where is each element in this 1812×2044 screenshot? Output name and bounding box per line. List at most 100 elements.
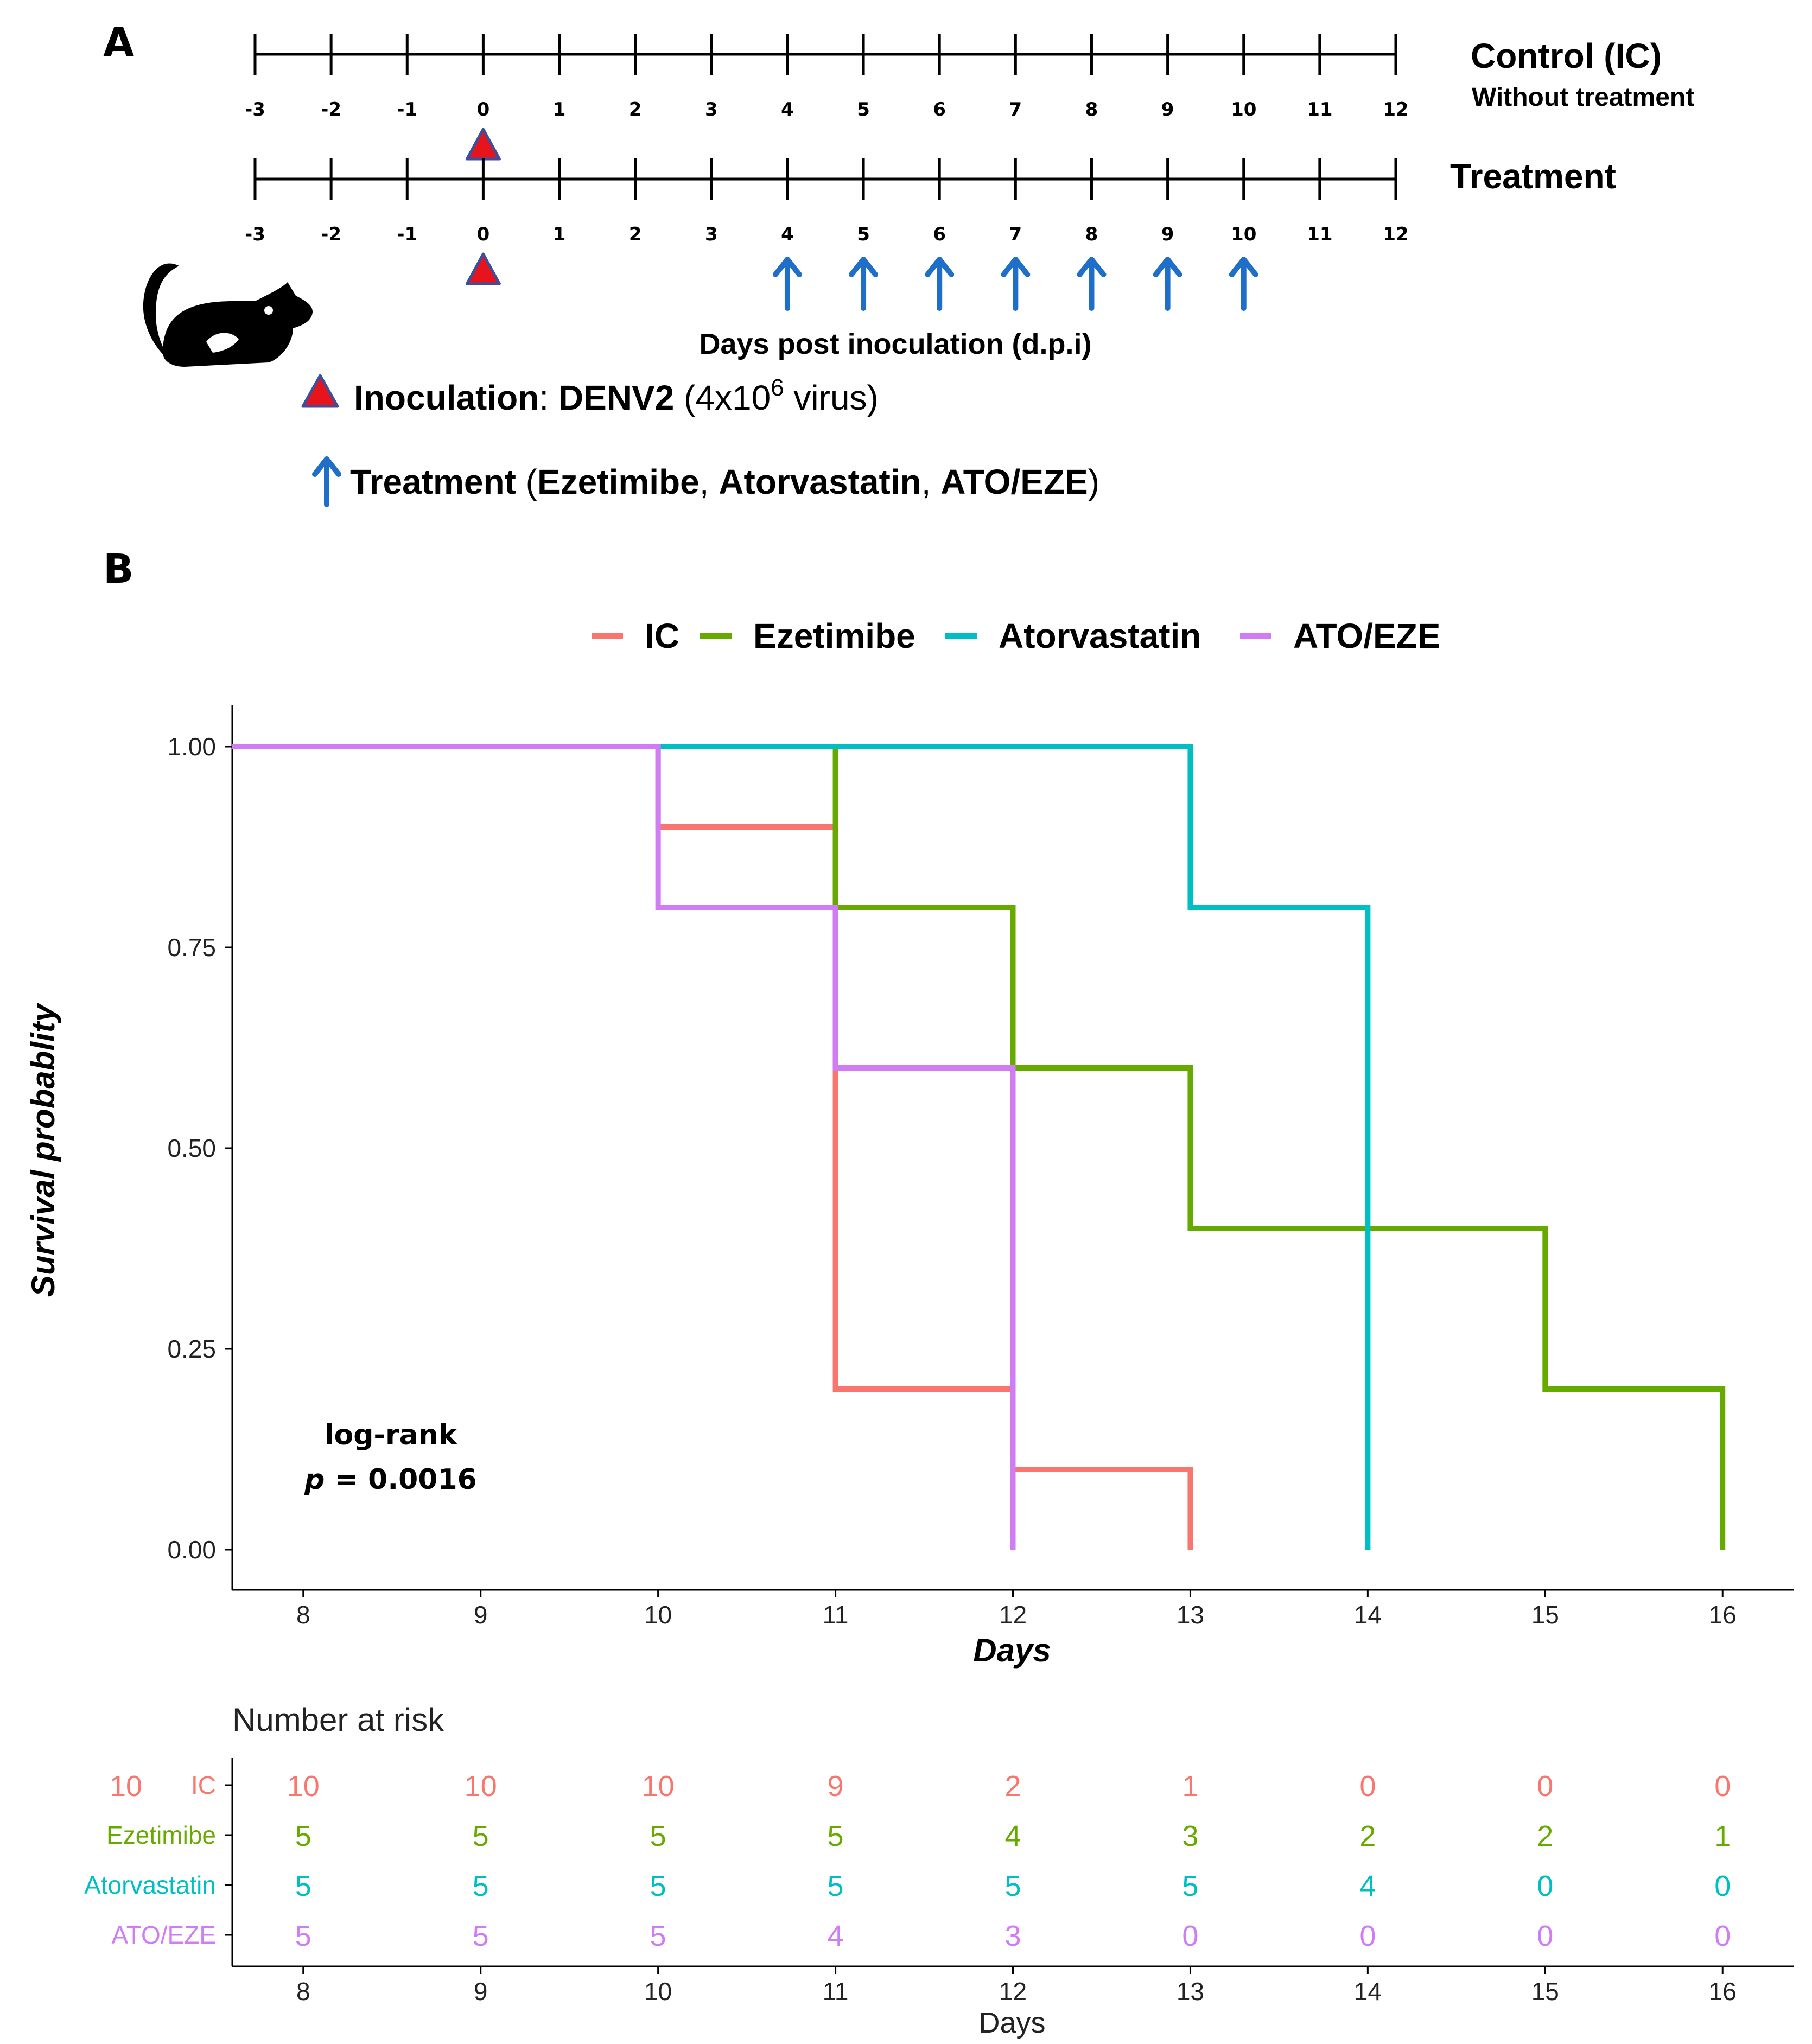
risk-value: 5: [473, 1820, 489, 1852]
timeline-tick-label: 4: [781, 224, 794, 245]
risk-value: 0: [1537, 1770, 1553, 1803]
treatment-drug-atorvastatin: Atorvastatin: [719, 462, 921, 501]
treatment-arrow: [1153, 257, 1182, 311]
treatment-arrow: [849, 257, 879, 311]
timeline-tick-label: 6: [933, 99, 946, 120]
timelines: -3 -2 -1 0 1 2 3 4 5 6 7 8 9 10 11 12-3 -2 -1 0 1 2 3 4 5 6 7 8 9 10…: [245, 34, 1409, 311]
timeline-tick-label: 9: [1161, 99, 1174, 120]
treatment-legend: Treatment (Ezetimibe, Atorvastatin, ATO/…: [350, 462, 1099, 501]
risk-value: 5: [828, 1870, 844, 1902]
risk-row-ezetimibe: Ezetimibe 5 5 5 5 4 3 2 2 1: [106, 1820, 1731, 1852]
risk-row-label: Atorvastatin: [84, 1871, 216, 1899]
panel-b-letter: B: [103, 546, 133, 593]
risk-x-tick-label: 15: [1531, 1977, 1559, 2005]
timeline-tick-label: 1: [553, 99, 566, 120]
timeline-tick-label: 5: [857, 99, 870, 120]
timeline-tick-label: -2: [321, 99, 341, 120]
risk-row-prefix: 10: [110, 1770, 142, 1803]
timeline-1: -3 -2 -1 0 1 2 3 4 5 6 7 8 9 10 11 12: [245, 158, 1409, 311]
risk-value: 10: [642, 1770, 675, 1803]
timeline-tick-label: 2: [629, 224, 642, 245]
timeline-tick-label: -1: [397, 224, 417, 245]
curve-ezetimibe: [232, 744, 1726, 1550]
x-tick-label: 12: [999, 1601, 1027, 1629]
treatment-title: Treatment: [1450, 157, 1616, 196]
legend-label: Ezetimibe: [753, 616, 915, 655]
x-tick-label: 8: [296, 1601, 310, 1629]
inoculation-marker: [465, 252, 501, 285]
timeline-tick-label: -3: [245, 99, 265, 120]
inoculation-marker: [465, 128, 501, 161]
risk-value: 0: [1537, 1870, 1553, 1902]
y-axis-title: Survival probablity: [25, 1002, 61, 1297]
x-tick-label: 11: [823, 1601, 849, 1629]
treatment-close: ): [1088, 462, 1099, 501]
treatment-arrow: [772, 257, 802, 311]
legend-label: IC: [645, 616, 679, 655]
risk-value: 5: [650, 1820, 666, 1852]
legend-item-ato-eze: ATO/EZE: [1240, 616, 1440, 655]
red-triangle-icon: [301, 374, 339, 408]
treatment-open: (: [516, 462, 537, 501]
risk-value: 10: [465, 1770, 497, 1803]
risk-row-label: Ezetimibe: [106, 1821, 216, 1849]
treatment-arrow: [925, 257, 955, 311]
dpi-axis-label: Days post inoculation (d.p.i): [699, 328, 1091, 360]
risk-value: 5: [1182, 1870, 1198, 1902]
timeline-tick-label: 1: [553, 224, 566, 245]
x-tick-label: 13: [1177, 1601, 1204, 1629]
timeline-tick-label: 10: [1231, 224, 1256, 245]
risk-table-title: Number at risk: [232, 1702, 444, 1738]
risk-value: 4: [828, 1920, 844, 1952]
risk-value: 5: [473, 1870, 489, 1902]
legend-item-ezetimibe: Ezetimibe: [700, 616, 915, 655]
y-tick-label: 1.00: [167, 733, 216, 761]
inoculation-label: Inoculation: [354, 378, 539, 417]
survival-curves: [232, 744, 1726, 1550]
p-symbol: p: [304, 1463, 325, 1496]
timeline-tick-label: -2: [321, 224, 341, 245]
timeline-tick-label: 2: [629, 99, 642, 120]
risk-value: 5: [295, 1820, 311, 1852]
treatment-drug-ato-eze: ATO/EZE: [940, 462, 1088, 501]
risk-value: 5: [650, 1870, 666, 1902]
risk-value: 0: [1714, 1920, 1731, 1952]
risk-value: 3: [1004, 1920, 1021, 1952]
risk-value: 2: [1537, 1820, 1553, 1852]
risk-value: 1: [1182, 1770, 1198, 1803]
risk-value: 5: [828, 1820, 844, 1852]
curve-ato-eze: [232, 744, 1016, 1550]
risk-value: 10: [287, 1770, 320, 1803]
risk-value: 9: [828, 1770, 844, 1803]
risk-value: 5: [650, 1920, 666, 1952]
chart-legend: IC Ezetimibe Atorvastatin ATO/EZE: [592, 616, 1440, 655]
risk-x-tick-label: 16: [1709, 1977, 1737, 2005]
timeline-tick-label: 3: [705, 99, 718, 120]
control-subtitle: Without treatment: [1472, 83, 1694, 112]
p-value-label: p = 0.0016: [304, 1463, 477, 1496]
inoculation-legend: Inoculation: DENV2 (4x106 virus): [354, 374, 879, 417]
timeline-tick-label: 0: [477, 224, 490, 245]
risk-value: 0: [1182, 1920, 1198, 1952]
risk-value: 2: [1004, 1770, 1021, 1803]
inoculation-dose-post: virus): [784, 378, 879, 417]
risk-value: 5: [295, 1870, 311, 1902]
timeline-tick-label: 12: [1383, 224, 1408, 245]
risk-row-label: IC: [191, 1771, 216, 1799]
treatment-arrow: [1077, 257, 1107, 311]
timeline-tick-label: 7: [1009, 224, 1022, 245]
risk-x-tick-label: 9: [474, 1977, 488, 2005]
risk-value: 2: [1359, 1820, 1376, 1852]
timeline-tick-label: 6: [933, 224, 946, 245]
inoculation-sep: :: [539, 378, 558, 417]
risk-x-tick-label: 10: [644, 1977, 672, 2005]
panel-a-letter: A: [103, 20, 134, 66]
x-tick-label: 16: [1709, 1601, 1737, 1629]
risk-row-atorvastatin: Atorvastatin 5 5 5 5 5 5 4 0 0: [84, 1870, 1731, 1902]
timeline-tick-label: 11: [1307, 99, 1332, 120]
curve-atorvastatin: [232, 744, 1371, 1550]
timeline-tick-label: -1: [397, 99, 417, 120]
risk-x-ticks: 8 9 10 11 12 13 14 15 16: [296, 1966, 1737, 2005]
